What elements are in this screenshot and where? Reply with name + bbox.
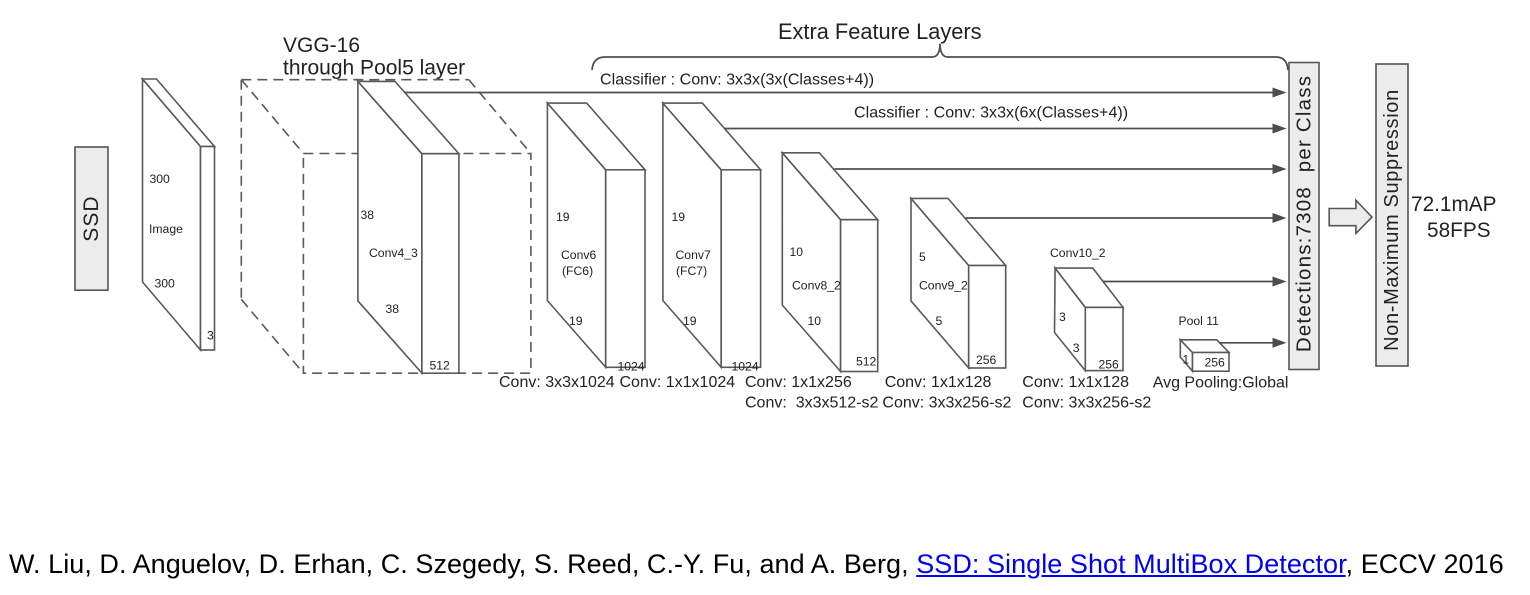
svg-text:10: 10: [790, 245, 804, 259]
svg-text:5: 5: [936, 314, 943, 328]
svg-text:1: 1: [1183, 353, 1190, 367]
svg-text:Image: Image: [149, 222, 183, 236]
svg-text:5: 5: [919, 250, 926, 264]
svg-text:38: 38: [386, 302, 400, 316]
svg-text:58FPS: 58FPS: [1427, 219, 1491, 242]
svg-text:1024: 1024: [732, 360, 759, 374]
svg-text:Pool 11: Pool 11: [1179, 314, 1220, 328]
svg-text:3: 3: [1073, 341, 1080, 355]
svg-text:10: 10: [808, 314, 822, 328]
svg-text:Avg Pooling:Global: Avg Pooling:Global: [1153, 374, 1289, 391]
svg-text:Conv: 3x3x256-s2: Conv: 3x3x256-s2: [1022, 395, 1151, 412]
svg-text:Extra Feature Layers: Extra Feature Layers: [778, 19, 982, 44]
svg-text:Conv: 3x3x1024: Conv: 3x3x1024: [499, 374, 615, 391]
svg-text:Classifier : Conv: 3x3x(3x(Cla: Classifier : Conv: 3x3x(3x(Classes+4)): [600, 71, 874, 89]
svg-text:Conv9_2: Conv9_2: [919, 279, 968, 293]
svg-text:72.1mAP: 72.1mAP: [1411, 193, 1497, 216]
svg-text:256: 256: [976, 353, 997, 367]
svg-text:300: 300: [155, 277, 176, 291]
svg-text:Conv: 3x3x256-s2: Conv: 3x3x256-s2: [882, 395, 1011, 412]
svg-text:Conv8_2: Conv8_2: [792, 279, 841, 293]
svg-text:19: 19: [556, 210, 570, 224]
svg-text:Detections:7308 per Class: Detections:7308 per Class: [1293, 75, 1316, 352]
svg-text:256: 256: [1205, 356, 1226, 370]
svg-text:Conv6: Conv6: [561, 248, 596, 262]
svg-text:3: 3: [207, 329, 214, 343]
svg-text:512: 512: [430, 359, 451, 373]
svg-text:512: 512: [856, 355, 877, 369]
svg-text:19: 19: [672, 210, 686, 224]
svg-text:Conv: 1x1x1024: Conv: 1x1x1024: [620, 374, 736, 391]
svg-text:VGG-16: VGG-16: [283, 34, 360, 57]
svg-text:Conv7: Conv7: [676, 248, 711, 262]
svg-text:19: 19: [569, 314, 583, 328]
svg-text:(FC7): (FC7): [676, 264, 707, 278]
svg-text:SSD: SSD: [80, 196, 103, 242]
svg-text:Conv: 1x1x128: Conv: 1x1x128: [885, 374, 992, 391]
svg-text:256: 256: [1099, 358, 1120, 372]
svg-text:Conv: 3x3x512-s2: Conv: 3x3x512-s2: [745, 395, 879, 412]
svg-text:Conv: 1x1x128: Conv: 1x1x128: [1022, 374, 1129, 391]
svg-text:1024: 1024: [618, 360, 645, 374]
svg-text:Conv4_3: Conv4_3: [369, 246, 418, 260]
svg-text:19: 19: [683, 314, 697, 328]
svg-text:Conv: 1x1x256: Conv: 1x1x256: [745, 374, 852, 391]
svg-text:through Pool5 layer: through Pool5 layer: [283, 57, 465, 80]
svg-text:3: 3: [1059, 310, 1066, 324]
svg-text:(FC6): (FC6): [562, 264, 593, 278]
svg-text:Non-Maximum Suppression: Non-Maximum Suppression: [1381, 89, 1403, 351]
svg-text:300: 300: [150, 172, 171, 186]
svg-text:Classifier : Conv: 3x3x(6x(Cla: Classifier : Conv: 3x3x(6x(Classes+4)): [854, 104, 1128, 122]
svg-text:Conv10_2: Conv10_2: [1050, 246, 1106, 260]
svg-text:38: 38: [361, 208, 375, 222]
